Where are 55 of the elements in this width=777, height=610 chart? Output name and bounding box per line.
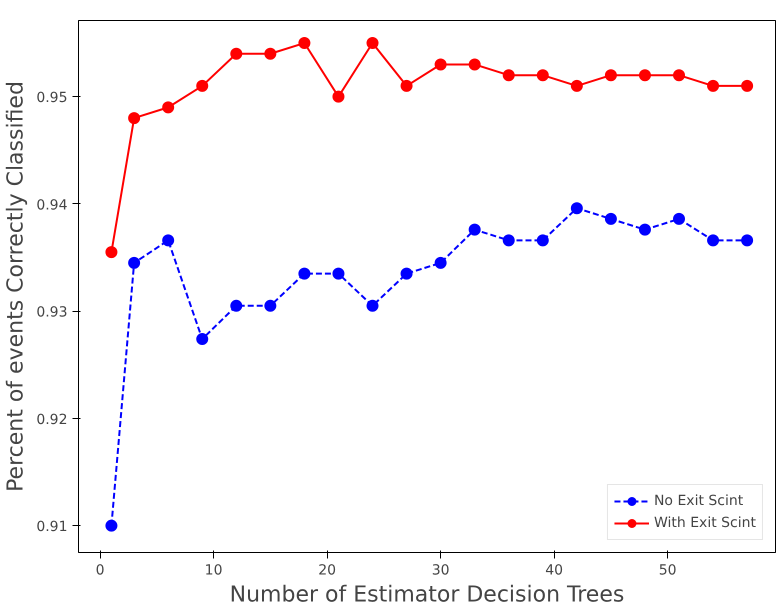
point	[298, 37, 310, 50]
point	[502, 69, 515, 82]
x-tick-label: 0	[96, 562, 105, 578]
y-tick-label: 0.95	[36, 90, 68, 106]
point	[502, 234, 515, 246]
point	[673, 69, 686, 82]
point	[128, 112, 140, 124]
point	[105, 246, 118, 258]
point	[536, 69, 549, 82]
x-tick-label: 30	[432, 562, 450, 578]
point	[162, 101, 174, 114]
point	[468, 224, 481, 236]
point	[468, 58, 481, 70]
point	[570, 202, 583, 214]
legend-label: With Exit Scint	[654, 515, 756, 531]
point	[196, 80, 208, 92]
legend-label: No Exit Scint	[654, 493, 744, 509]
x-axis-title: Number of Estimator Decision Trees	[230, 582, 624, 608]
point	[434, 58, 447, 70]
point	[105, 520, 118, 532]
point	[366, 300, 379, 312]
point	[536, 234, 549, 246]
point	[128, 256, 140, 269]
point	[230, 300, 242, 312]
y-axis-title: Percent of events Correctly Classified	[3, 81, 28, 492]
point	[741, 80, 754, 92]
x-tick-label: 10	[204, 562, 223, 578]
point	[604, 212, 617, 225]
point	[434, 256, 447, 269]
y-tick-label: 0.91	[36, 519, 68, 536]
point	[298, 268, 310, 280]
y-tick-label: 0.92	[36, 412, 68, 428]
point	[673, 212, 686, 225]
x-tick-label: 50	[658, 562, 677, 578]
point	[638, 69, 651, 82]
point	[638, 224, 651, 236]
point	[707, 234, 720, 246]
point	[264, 48, 276, 60]
x-tick-label: 20	[318, 562, 336, 578]
y-tick-label: 0.94	[36, 197, 68, 214]
point	[332, 90, 344, 103]
point	[332, 268, 344, 280]
point	[570, 80, 583, 92]
point	[400, 80, 413, 92]
y-tick-label: 0.93	[36, 304, 68, 321]
point	[230, 48, 242, 60]
point	[604, 69, 617, 82]
point	[741, 234, 754, 246]
point	[366, 37, 379, 50]
point	[162, 234, 174, 246]
point	[707, 80, 720, 92]
x-tick-label: 40	[545, 562, 564, 578]
point	[264, 300, 276, 312]
point	[196, 333, 208, 346]
point	[400, 268, 413, 280]
